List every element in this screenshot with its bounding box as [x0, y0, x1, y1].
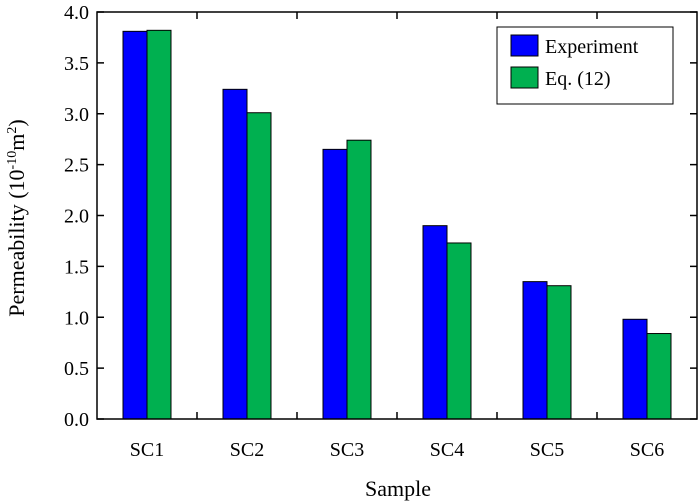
bar-experiment-sc1: [122, 30, 148, 420]
x-tick-label-sc1: SC1: [130, 439, 164, 461]
x-tick-label-sc6: SC6: [630, 439, 664, 461]
y-tick-label: 1.0: [64, 307, 89, 329]
x-tick-label-sc4: SC4: [430, 439, 464, 461]
legend-swatch-experiment: [510, 34, 539, 57]
bar-eq-12-sc5: [546, 285, 572, 420]
x-axis-title: Sample: [365, 476, 431, 501]
x-tick-label-sc2: SC2: [230, 439, 264, 461]
legend-label-experiment: Experiment: [545, 36, 639, 58]
y-tick-label: 4.0: [64, 2, 89, 24]
bar-experiment-sc4: [422, 225, 448, 420]
y-tick-label: 2.0: [64, 206, 89, 228]
axes-layer: [96, 11, 698, 420]
legend-label-eq-12: Eq. (12): [545, 68, 611, 90]
legend: Experiment Eq. (12): [496, 26, 674, 105]
x-tick-label-sc5: SC5: [530, 439, 564, 461]
bar-eq-12-sc1: [146, 29, 172, 420]
y-tick-label: 0.0: [64, 409, 89, 431]
y-axis-title: Permeability (10-10m2): [4, 119, 29, 316]
bar-eq-12-sc6: [646, 333, 672, 420]
x-tick-label-sc3: SC3: [330, 439, 364, 461]
y-tick-label: 0.5: [64, 358, 89, 380]
legend-swatch-eq-12: [510, 66, 539, 89]
bar-eq-12-sc4: [446, 242, 472, 420]
tick-labels-layer: 0.0 0.5 1.0 1.5 2.0 2.5 3.0 3.5 4.0 SC1 SC2 SC3 SC4 S…: [64, 2, 664, 461]
bars-layer: [122, 29, 672, 420]
y-tick-label: 1.5: [64, 256, 89, 278]
y-tick-label: 3.0: [64, 104, 89, 126]
bar-experiment-sc5: [522, 281, 548, 420]
bar-eq-12-sc3: [346, 139, 372, 420]
bar-experiment-sc6: [622, 318, 648, 420]
bar-experiment-sc2: [222, 88, 248, 420]
y-tick-label: 3.5: [64, 53, 89, 75]
y-tick-label: 2.5: [64, 155, 89, 177]
bar-experiment-sc3: [322, 148, 348, 420]
bar-eq-12-sc2: [246, 112, 272, 420]
